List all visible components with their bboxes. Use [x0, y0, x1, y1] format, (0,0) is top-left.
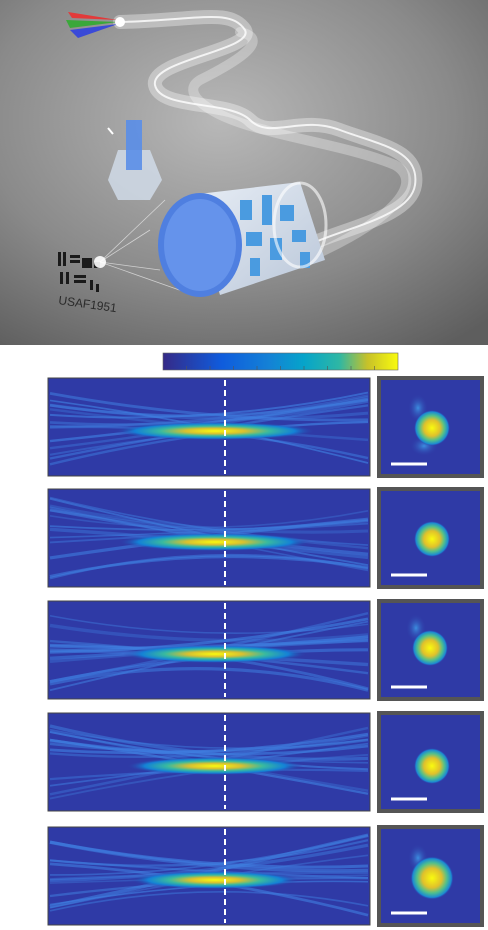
speckle-streak — [49, 392, 369, 422]
speckle-streak — [49, 732, 369, 755]
speckle-streak — [49, 891, 369, 912]
speckle-streak — [49, 724, 369, 761]
speckle-streak — [49, 623, 369, 643]
light-cone — [99, 199, 186, 293]
focus-spot — [414, 410, 450, 446]
speckle-streak — [49, 839, 369, 867]
result-row — [47, 376, 484, 478]
focus-beam — [119, 533, 311, 551]
speckle-streak — [49, 504, 369, 534]
speckle-streak — [49, 509, 369, 550]
speckle-streak — [49, 667, 369, 692]
focus-spot — [410, 856, 454, 900]
speckle-streak — [49, 510, 369, 529]
speckle-streak — [49, 520, 369, 531]
speckle-streak — [49, 519, 369, 539]
propagation-map — [47, 712, 371, 812]
speckle-streak — [49, 840, 369, 873]
focus-beam — [123, 645, 307, 663]
speckle-streak — [49, 553, 369, 580]
focus-spot — [414, 521, 450, 557]
result-row — [47, 487, 484, 589]
speckle-streak — [49, 617, 369, 654]
result-row — [47, 711, 484, 813]
fiber — [113, 10, 423, 270]
focus-spot — [412, 630, 448, 666]
focus-beam — [131, 871, 299, 889]
result-row — [47, 599, 484, 701]
fiber-cylinder — [158, 181, 328, 297]
slm-element — [107, 120, 162, 200]
light-source — [66, 12, 125, 38]
focus-beam — [127, 757, 303, 775]
illustration-background — [0, 0, 488, 345]
result-rows — [47, 366, 484, 927]
speckle-streak — [49, 403, 369, 421]
result-row — [47, 825, 484, 927]
focus-spot — [414, 748, 450, 784]
speckle-streak — [49, 843, 369, 883]
focus-beam — [115, 422, 315, 440]
